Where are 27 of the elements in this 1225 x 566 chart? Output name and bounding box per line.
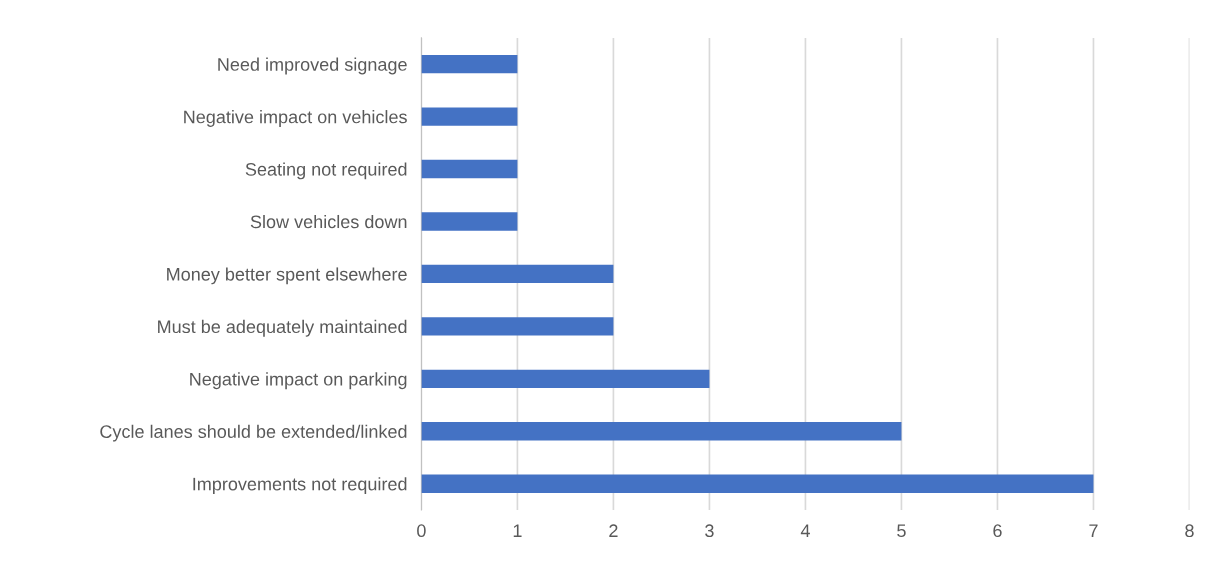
x-tick-label: 3 <box>705 524 714 538</box>
x-tick-label: 7 <box>1089 524 1098 537</box>
x-tick-label: 4 <box>800 524 810 537</box>
bar <box>421 474 1094 493</box>
y-tick-label: Seating not required <box>245 162 407 180</box>
x-tick-label: 2 <box>609 524 618 537</box>
x-tick-label: 1 <box>513 524 522 537</box>
y-tick-label: Money better spent elsewhere <box>167 267 407 285</box>
bar <box>421 212 518 231</box>
y-tick-label: Need improved signage <box>218 57 407 75</box>
bar <box>421 317 614 336</box>
bar <box>421 54 518 74</box>
bar <box>421 369 710 389</box>
x-tick-label: 8 <box>1185 524 1194 538</box>
bar <box>421 107 518 126</box>
y-tick-label: Negative impact on vehicles <box>184 110 407 127</box>
y-tick-label: Must be adequately maintained <box>158 319 407 337</box>
bar <box>421 264 614 284</box>
x-tick-label: 5 <box>897 524 906 538</box>
x-tick-label: 6 <box>993 524 1002 538</box>
y-tick-label: Cycle lanes should be extended/linked <box>100 424 407 442</box>
y-tick-label: Improvements not required <box>193 477 407 495</box>
y-tick-label: Negative impact on parking <box>190 372 407 390</box>
y-tick-label: Slow vehicles down <box>250 214 407 229</box>
bar <box>421 159 518 179</box>
x-tick-label: 0 <box>417 524 426 538</box>
bar <box>421 422 902 441</box>
